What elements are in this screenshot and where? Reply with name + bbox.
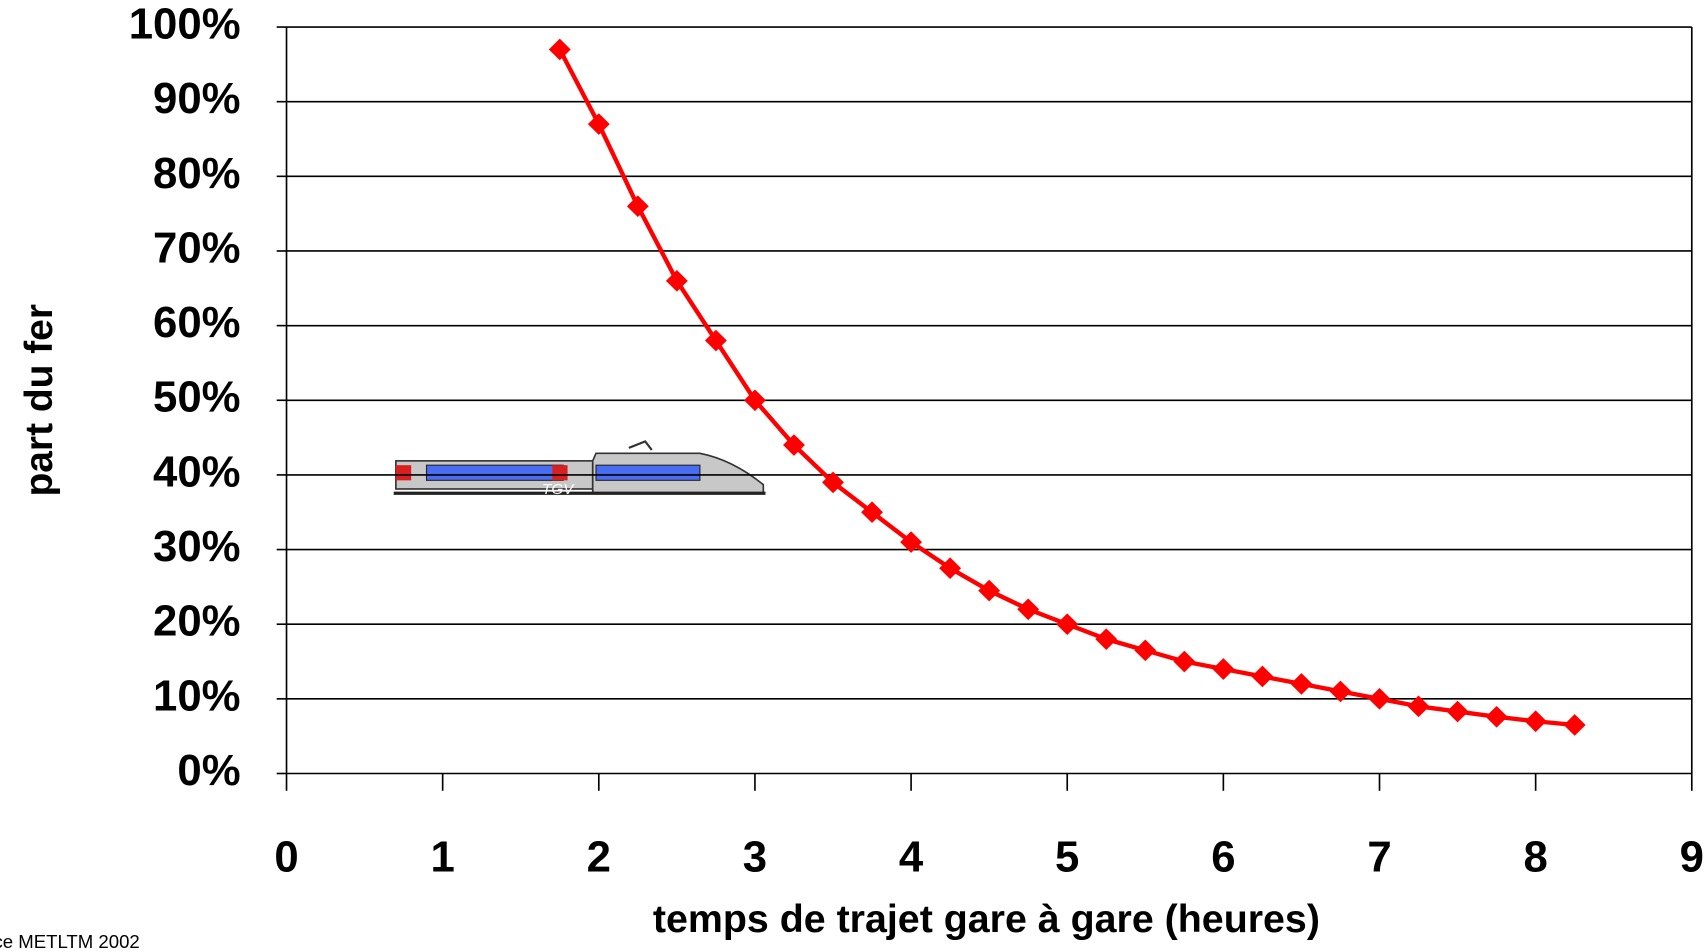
data-point xyxy=(1173,650,1196,673)
data-point xyxy=(1446,700,1469,723)
train-label: TGV xyxy=(542,481,575,498)
data-point xyxy=(900,531,923,553)
y-tick-label: 40% xyxy=(153,449,241,497)
data-point xyxy=(978,579,1001,602)
data-point xyxy=(1212,658,1235,680)
data-point xyxy=(1563,714,1586,736)
data-point xyxy=(665,270,688,292)
data-point xyxy=(783,434,805,456)
x-axis-title: temps de trajet gare à gare (heures) xyxy=(653,898,1320,941)
x-tick-label: 7 xyxy=(1367,834,1391,882)
x-tick-label: 2 xyxy=(587,834,611,882)
data-point xyxy=(626,195,649,218)
data-point xyxy=(822,471,844,494)
data-point xyxy=(1368,688,1391,710)
x-tick-label: 0 xyxy=(274,834,298,882)
y-tick-label: 20% xyxy=(153,598,241,646)
data-point xyxy=(744,389,766,412)
data-point xyxy=(1017,598,1040,621)
x-tick-label: 4 xyxy=(899,834,923,882)
data-point xyxy=(1524,710,1547,733)
data-point xyxy=(1095,628,1118,650)
y-tick-label: 80% xyxy=(153,150,241,198)
x-tick-label: 9 xyxy=(1680,834,1704,882)
data-point xyxy=(1251,665,1274,688)
y-tick-label: 50% xyxy=(153,374,241,422)
source-note: ce METLTM 2002 xyxy=(0,931,140,952)
data-point xyxy=(939,557,962,580)
data-point xyxy=(1485,705,1508,728)
y-axis-title: part du fer xyxy=(18,304,61,496)
y-tick-label: 70% xyxy=(153,225,241,273)
y-tick-label: 30% xyxy=(153,523,241,571)
y-tick-label: 0% xyxy=(177,747,240,795)
y-tick-label: 10% xyxy=(153,672,241,720)
y-tick-label: 100% xyxy=(129,1,241,49)
data-point xyxy=(587,113,610,135)
train-icon: TGV xyxy=(393,440,766,498)
data-point xyxy=(1056,613,1079,636)
data-point xyxy=(704,329,727,352)
x-tick-label: 6 xyxy=(1211,834,1235,882)
y-tick-label: 60% xyxy=(153,299,241,347)
x-tick-label: 8 xyxy=(1523,834,1547,882)
x-tick-label: 3 xyxy=(743,834,767,882)
x-tick-label: 1 xyxy=(430,834,454,882)
y-tick-label: 90% xyxy=(153,75,241,123)
x-tick-label: 5 xyxy=(1055,834,1079,882)
data-point xyxy=(1290,673,1313,695)
data-point xyxy=(1134,639,1157,662)
data-point xyxy=(548,38,571,61)
